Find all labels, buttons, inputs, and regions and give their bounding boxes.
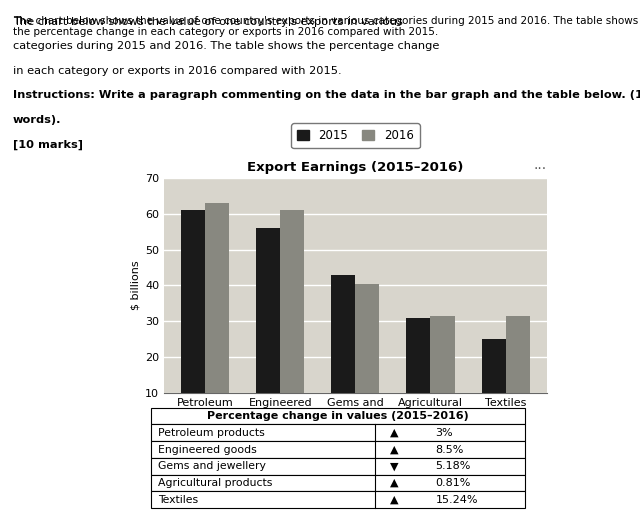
FancyBboxPatch shape [151,492,525,508]
Text: ▲: ▲ [390,428,399,438]
Bar [332,275,355,429]
FancyBboxPatch shape [151,424,525,441]
Text: categories during 2015 and 2016. The table shows the percentage change: categories during 2015 and 2016. The tab… [13,41,439,51]
X-axis label: Product Category: Product Category [298,425,413,438]
Text: 5.18%: 5.18% [435,461,471,472]
FancyBboxPatch shape [151,441,525,458]
Text: ▲: ▲ [390,495,399,505]
Bar [506,316,529,429]
Y-axis label: $ billions: $ billions [131,261,141,310]
Text: ...: ... [534,158,547,172]
Bar [205,203,229,429]
Text: words).: words). [13,115,61,125]
Text: 0.81%: 0.81% [435,478,471,488]
Bar [280,210,305,429]
Text: Gems and jewellery: Gems and jewellery [158,461,266,472]
Legend: 2015, 2016: 2015, 2016 [291,123,419,148]
Bar [181,210,205,429]
Text: Agricultural products: Agricultural products [158,478,273,488]
Title: Export Earnings (2015–2016): Export Earnings (2015–2016) [247,161,463,174]
FancyBboxPatch shape [151,407,525,424]
Text: Engineered goods: Engineered goods [158,445,257,454]
Text: Instructions: Write a paragraph commenting on the data in the bar graph and the : Instructions: Write a paragraph commenti… [13,90,640,100]
Bar [257,228,280,429]
Text: The chart below shows the value of one country's exports in various: The chart below shows the value of one c… [13,17,403,27]
Text: ▲: ▲ [390,478,399,488]
FancyBboxPatch shape [151,458,525,475]
Text: [10 marks]: [10 marks] [13,140,83,150]
Text: The chart below shows the value of one country's exports in various categories d: The chart below shows the value of one c… [13,16,638,37]
Bar [481,339,506,429]
Text: 3%: 3% [435,428,453,438]
Bar [355,284,380,429]
Text: in each category or exports in 2016 compared with 2015.: in each category or exports in 2016 comp… [13,66,341,76]
Text: 15.24%: 15.24% [435,495,478,505]
FancyBboxPatch shape [151,475,525,492]
Bar [431,316,454,429]
Bar [406,318,431,429]
Text: Percentage change in values (2015–2016): Percentage change in values (2015–2016) [207,411,469,421]
Text: Petroleum products: Petroleum products [158,428,265,438]
Text: ▼: ▼ [390,461,399,472]
Text: ▲: ▲ [390,445,399,454]
Text: 8.5%: 8.5% [435,445,464,454]
Text: Textiles: Textiles [158,495,198,505]
